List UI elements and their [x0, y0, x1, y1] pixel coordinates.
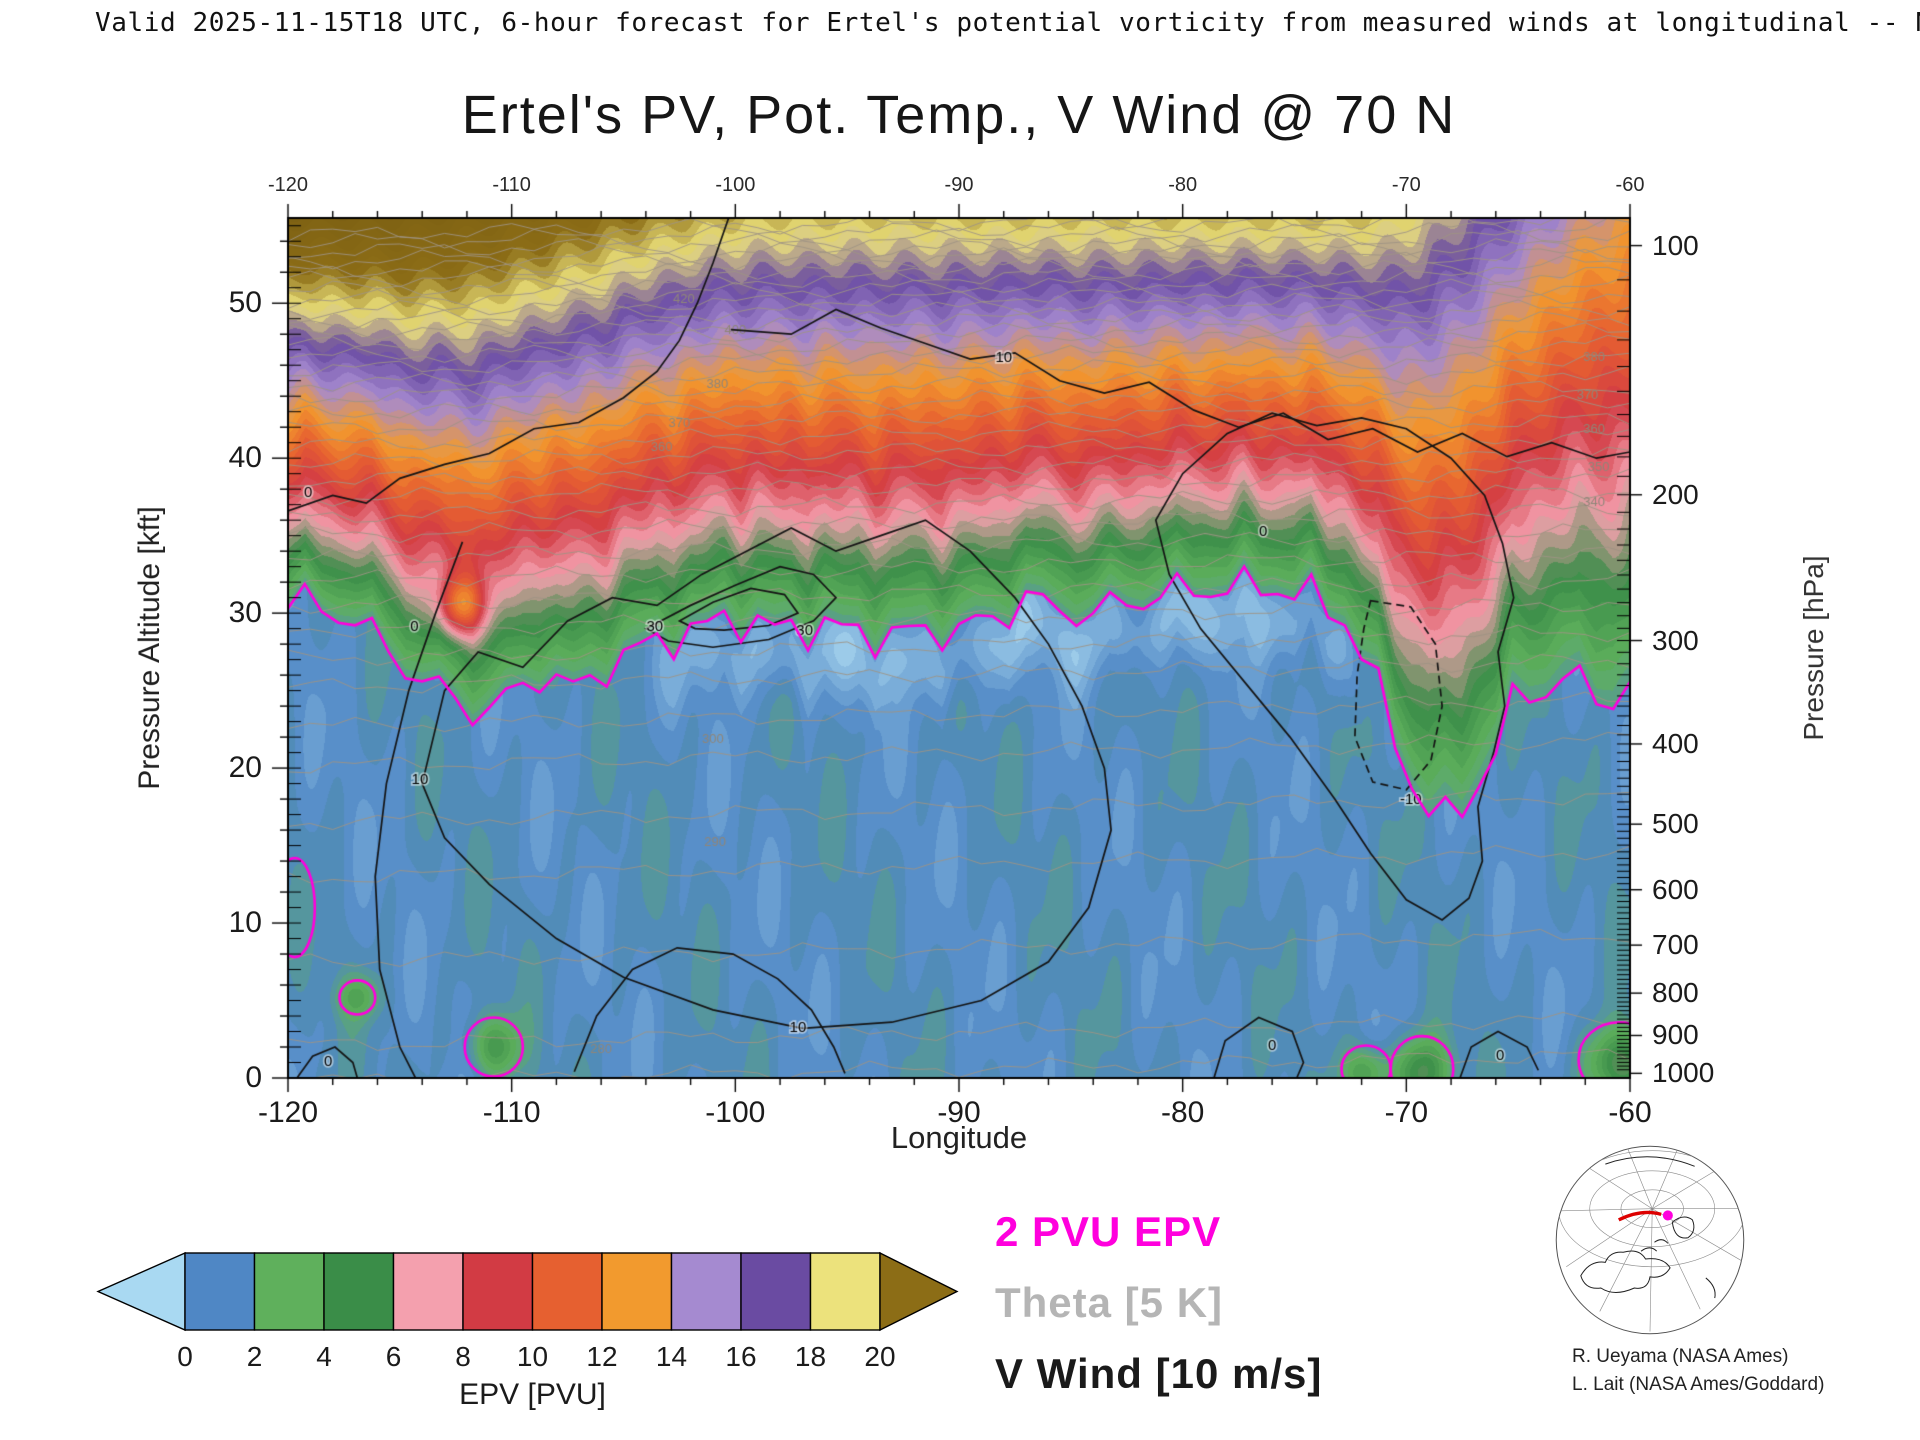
x-tick-label: -110 — [482, 1096, 541, 1129]
x-tick-label: -120 — [257, 1096, 319, 1129]
colorbar-title: EPV [PVU] — [459, 1378, 606, 1411]
y-right-tick-label: 500 — [1652, 808, 1699, 840]
y-left-tick-label: 30 — [228, 596, 262, 630]
location-dot — [1662, 1210, 1673, 1221]
colorbar-cell — [462, 1252, 534, 1331]
colorbar-tick-label: 20 — [864, 1341, 895, 1372]
y-left-tick-label: 0 — [245, 1061, 262, 1094]
x-tick-label: -120 — [267, 174, 309, 196]
x-tick-label: -90 — [944, 174, 974, 196]
x-tick-label: -60 — [1608, 1096, 1652, 1129]
legend-item-0: 2 PVU EPV — [995, 1208, 1222, 1255]
x-tick-label: -100 — [705, 1096, 766, 1129]
colorbar-cell — [740, 1252, 812, 1331]
y-right-tick-label: 300 — [1652, 624, 1699, 656]
x-tick-label: -70 — [1384, 1096, 1429, 1129]
legend-item-2: V Wind [10 m/s] — [995, 1350, 1323, 1397]
y-right-tick-label: 800 — [1652, 977, 1699, 1009]
x-tick-label: -70 — [1391, 174, 1421, 196]
colorbar-tick-label: 0 — [177, 1341, 193, 1372]
x-tick-label: -80 — [1168, 174, 1198, 196]
x-tick-label: -90 — [937, 1096, 981, 1129]
x-tick-label: -100 — [715, 174, 756, 196]
colorbar-cell — [601, 1252, 673, 1331]
colorbar-tick-label: 4 — [316, 1341, 332, 1372]
y-right-axis-title: Pressure [hPa] — [1798, 555, 1829, 741]
inset-map — [1538, 1144, 1762, 1341]
y-right-tick-label: 200 — [1652, 478, 1699, 510]
colorbar-tick-label: 16 — [725, 1341, 756, 1372]
epv-colorbar: 0 2 4 6 8 10 12 14 16 18 20 EPV [PVU] — [95, 1248, 975, 1418]
credit-line-2: L. Lait (NASA Ames/Goddard) — [1572, 1374, 1825, 1395]
y-right-tick-label: 900 — [1652, 1019, 1699, 1051]
colorbar-tick-label: 10 — [517, 1341, 548, 1372]
colorbar-cell — [392, 1252, 464, 1331]
colorbar-cell — [253, 1252, 325, 1331]
colorbar-svg: 0 2 4 6 8 10 12 14 16 18 20 EPV [PVU] — [96, 1251, 959, 1411]
colorbar-over-arrow — [879, 1251, 959, 1332]
inset-map-globe — [1555, 1145, 1745, 1335]
legend: 2 PVU EPV Theta [5 K] V Wind [10 m/s] — [995, 1196, 1322, 1409]
colorbar-under-arrow — [96, 1251, 186, 1332]
colorbar-tick-label: 18 — [795, 1341, 826, 1372]
colorbar-tick-label: 12 — [586, 1341, 617, 1372]
y-right-tick-label: 1000 — [1652, 1057, 1715, 1089]
x-axis-title: Longitude — [890, 1120, 1028, 1155]
colorbar-cell — [184, 1252, 256, 1331]
red-latitude-line — [1617, 1210, 1662, 1222]
y-left-tick-label: 50 — [228, 286, 262, 320]
globe-graticule — [1556, 1148, 1744, 1332]
coastline — [1580, 1156, 1716, 1299]
x-tick-label: -110 — [492, 174, 531, 196]
x-tick-label: -60 — [1615, 174, 1645, 196]
y-left-axis-title: Pressure Altitude [kft] — [133, 506, 166, 790]
colorbar-tick-label: 6 — [386, 1341, 402, 1372]
colorbar-tick-label: 14 — [656, 1341, 687, 1372]
globe-outline — [1555, 1145, 1745, 1335]
y-right-tick-label: 600 — [1652, 873, 1699, 905]
colorbar-cell — [323, 1252, 395, 1331]
y-right-tick-label: 100 — [1652, 229, 1699, 261]
y-left-tick-label: 10 — [228, 906, 262, 940]
colorbar-cell — [670, 1252, 742, 1331]
y-right-tick-label: 400 — [1652, 727, 1699, 759]
y-left-tick-label: 20 — [228, 751, 262, 785]
colorbar-tick-label: 2 — [247, 1341, 263, 1372]
x-tick-label: -80 — [1160, 1096, 1205, 1129]
colorbar-cell — [809, 1252, 881, 1331]
credit-line-1: R. Ueyama (NASA Ames) — [1572, 1346, 1789, 1367]
y-left-tick-label: 40 — [228, 441, 262, 475]
colorbar-cell — [531, 1252, 603, 1331]
legend-item-1: Theta [5 K] — [995, 1279, 1224, 1326]
colorbar-tick-label: 8 — [455, 1341, 471, 1372]
y-right-tick-label: 700 — [1652, 929, 1699, 961]
